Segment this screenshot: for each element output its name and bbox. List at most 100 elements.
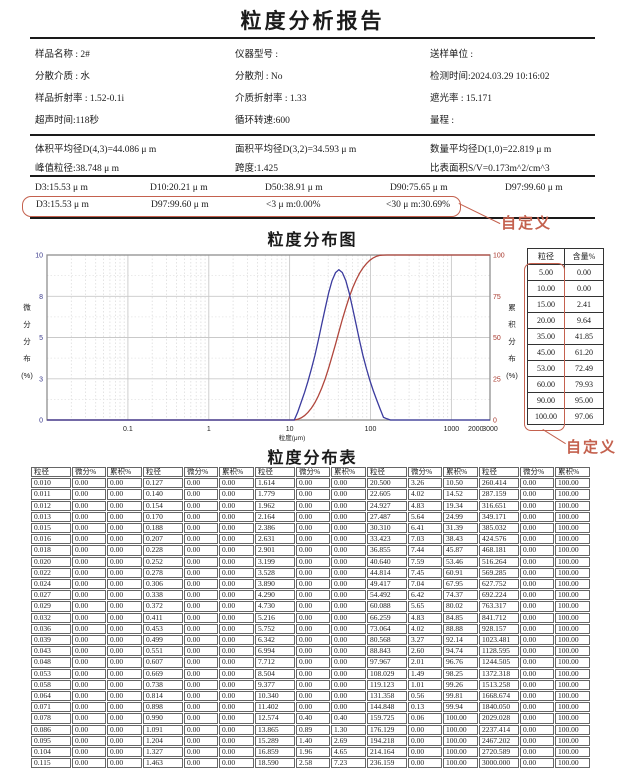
dist-table-cell: 0.024 <box>31 579 71 590</box>
dist-table-cell: 9.377 <box>255 679 295 691</box>
dist-table-cell: 2467.202 <box>479 735 519 747</box>
dist-table-cell: 0.00 <box>107 601 142 612</box>
dist-table-cell: 10.50 <box>443 478 478 489</box>
dist-table-cell: 100.00 <box>555 500 590 511</box>
dist-table-cell: 0.00 <box>296 623 330 635</box>
table-section-title: 粒度分布表 <box>267 450 358 467</box>
summary-item: 面积平均径D(3,2)=34.593 μ m <box>235 144 357 155</box>
dist-table-cell: 0.00 <box>520 612 554 623</box>
dist-table-cell: 3.890 <box>255 579 295 590</box>
dist-table-cell: 44.814 <box>367 567 407 579</box>
dist-table-cell: 0.058 <box>31 679 71 691</box>
side-table-header: 含量% <box>564 248 604 265</box>
dist-table-cell: 1.779 <box>255 489 295 500</box>
dist-table-cell: 0.990 <box>143 713 183 724</box>
sample-info-grid: 样品名称 : 2# 仪器型号 : 送样单位 : 分散介质 : 水 分散剂 : No 检测时… <box>35 42 620 130</box>
dist-table-cell: 45.87 <box>443 545 478 556</box>
dist-table-cell: 0.89 <box>296 724 330 735</box>
dist-table-cell: 0.00 <box>184 702 218 713</box>
dist-table-cell: 2029.028 <box>479 713 519 724</box>
table-row: 0.071 0.00 0.00 0.898 0.00 0.00 11.402 0.00 0.00… <box>31 702 590 713</box>
svg-text:3000: 3000 <box>482 426 498 433</box>
dist-table-cell: 0.00 <box>107 724 142 735</box>
dist-table-cell: 2.901 <box>255 545 295 556</box>
dist-table-cell: 5.64 <box>408 511 442 523</box>
table-row: 0.039 0.00 0.00 0.499 0.00 0.00 6.342 0.00 0.00 8… <box>31 635 590 646</box>
table-row: 0.012 0.00 0.00 0.154 0.00 0.00 1.962 0.00 0.00 2… <box>31 500 590 511</box>
dist-table-cell: 0.00 <box>219 489 254 500</box>
info-item: 超声时间:118秒 <box>35 116 100 126</box>
dist-table-cell: 0.00 <box>72 556 106 567</box>
distribution-chart: 0 3 5 8 10 0 25 50 75 100 0.1 1 10 100 1000 2000 3000 粒度(… <box>0 246 520 444</box>
dist-table-cell: 0.00 <box>296 545 330 556</box>
dist-table-cell: 0.00 <box>296 702 330 713</box>
dist-table-cell: 99.81 <box>443 691 478 702</box>
dist-table-cell: 569.285 <box>479 567 519 579</box>
dist-table-cell: 1.40 <box>296 735 330 747</box>
custom-value: D3:15.53 μ m <box>36 200 89 210</box>
dist-table-cell: 0.00 <box>331 646 366 657</box>
custom-value: <3 μ m:0.00% <box>266 200 321 210</box>
dist-table-cell: 0.015 <box>31 523 71 534</box>
table-row: 0.027 0.00 0.00 0.338 0.00 0.00 4.290 0.00 0.00 5… <box>31 590 590 601</box>
dist-table-cell: 0.00 <box>331 567 366 579</box>
svg-text:布: 布 <box>23 353 31 363</box>
dist-table-cell: 0.00 <box>296 646 330 657</box>
dist-table-cell: 100.00 <box>555 657 590 668</box>
dist-table-cell: 0.00 <box>520 646 554 657</box>
dist-table-cell: 7.45 <box>408 567 442 579</box>
dist-table-cell: 2.69 <box>331 735 366 747</box>
dist-table-cell: 194.218 <box>367 735 407 747</box>
dist-table-cell: 0.00 <box>331 556 366 567</box>
d-value: D90:75.65 μ m <box>390 183 448 193</box>
dist-table-cell: 0.738 <box>143 679 183 691</box>
dist-table-cell: 287.159 <box>479 489 519 500</box>
dist-table-header: 累积% <box>107 467 142 478</box>
dist-table-cell: 424.576 <box>479 534 519 545</box>
dist-table-cell: 0.00 <box>219 758 254 769</box>
dist-table-cell: 0.00 <box>107 545 142 556</box>
table-row: 0.048 0.00 0.00 0.607 0.00 0.00 7.712 0.00 0.00 9… <box>31 657 590 668</box>
dist-table-cell: 98.25 <box>443 668 478 679</box>
svg-text:1000: 1000 <box>444 426 460 433</box>
svg-text:75: 75 <box>493 294 501 301</box>
side-table-cell: 41.85 <box>564 328 604 345</box>
table-row: 0.086 0.00 0.00 1.091 0.00 0.00 13.865 0.89 1.30… <box>31 724 590 735</box>
dist-table-cell: 0.018 <box>31 545 71 556</box>
dist-table-header: 粒径 <box>31 467 71 478</box>
dist-table-cell: 100.00 <box>555 724 590 735</box>
content-percent-table: 粒径 含量% 5.00 0.00 10.00 0.00 15.00 2.41 20.00 9.64… <box>527 248 604 425</box>
dist-table-cell: 40.640 <box>367 556 407 567</box>
dist-table-cell: 0.00 <box>296 657 330 668</box>
table-row: 0.053 0.00 0.00 0.669 0.00 0.00 8.504 0.00 0.00 1… <box>31 668 590 679</box>
dist-table-cell: 349.171 <box>479 511 519 523</box>
dist-table-cell: 0.00 <box>331 679 366 691</box>
dist-table-cell: 0.00 <box>520 735 554 747</box>
dist-table-cell: 0.00 <box>72 579 106 590</box>
dist-table-header: 微分% <box>72 467 106 478</box>
dist-table-cell: 0.607 <box>143 657 183 668</box>
dist-table-cell: 0.00 <box>296 679 330 691</box>
dist-table-cell: 14.52 <box>443 489 478 500</box>
dist-table-cell: 0.00 <box>520 500 554 511</box>
dist-table-header: 粒径 <box>479 467 519 478</box>
dist-table-cell: 0.06 <box>408 713 442 724</box>
dist-table-cell: 0.00 <box>296 511 330 523</box>
dist-table-cell: 5.752 <box>255 623 295 635</box>
summary-item: 跨度:1.425 <box>235 163 279 174</box>
dist-table-cell: 88.843 <box>367 646 407 657</box>
dist-table-cell: 0.00 <box>331 545 366 556</box>
dist-table-cell: 0.027 <box>31 590 71 601</box>
custom-annotation-label: 自定义 <box>566 439 618 456</box>
table-row: 15.00 2.41 <box>527 296 604 313</box>
side-table-cell: 61.20 <box>564 344 604 361</box>
dist-table-cell: 0.00 <box>72 511 106 523</box>
dist-table-header: 微分% <box>184 467 218 478</box>
dist-table-cell: 100.00 <box>443 747 478 758</box>
dist-table-cell: 100.00 <box>555 612 590 623</box>
dist-table-cell: 0.00 <box>331 478 366 489</box>
custom-column-highlight-box <box>524 263 565 431</box>
dist-table-cell: 5.216 <box>255 612 295 623</box>
dist-table-cell: 54.492 <box>367 590 407 601</box>
dist-table-cell: 0.00 <box>219 747 254 758</box>
